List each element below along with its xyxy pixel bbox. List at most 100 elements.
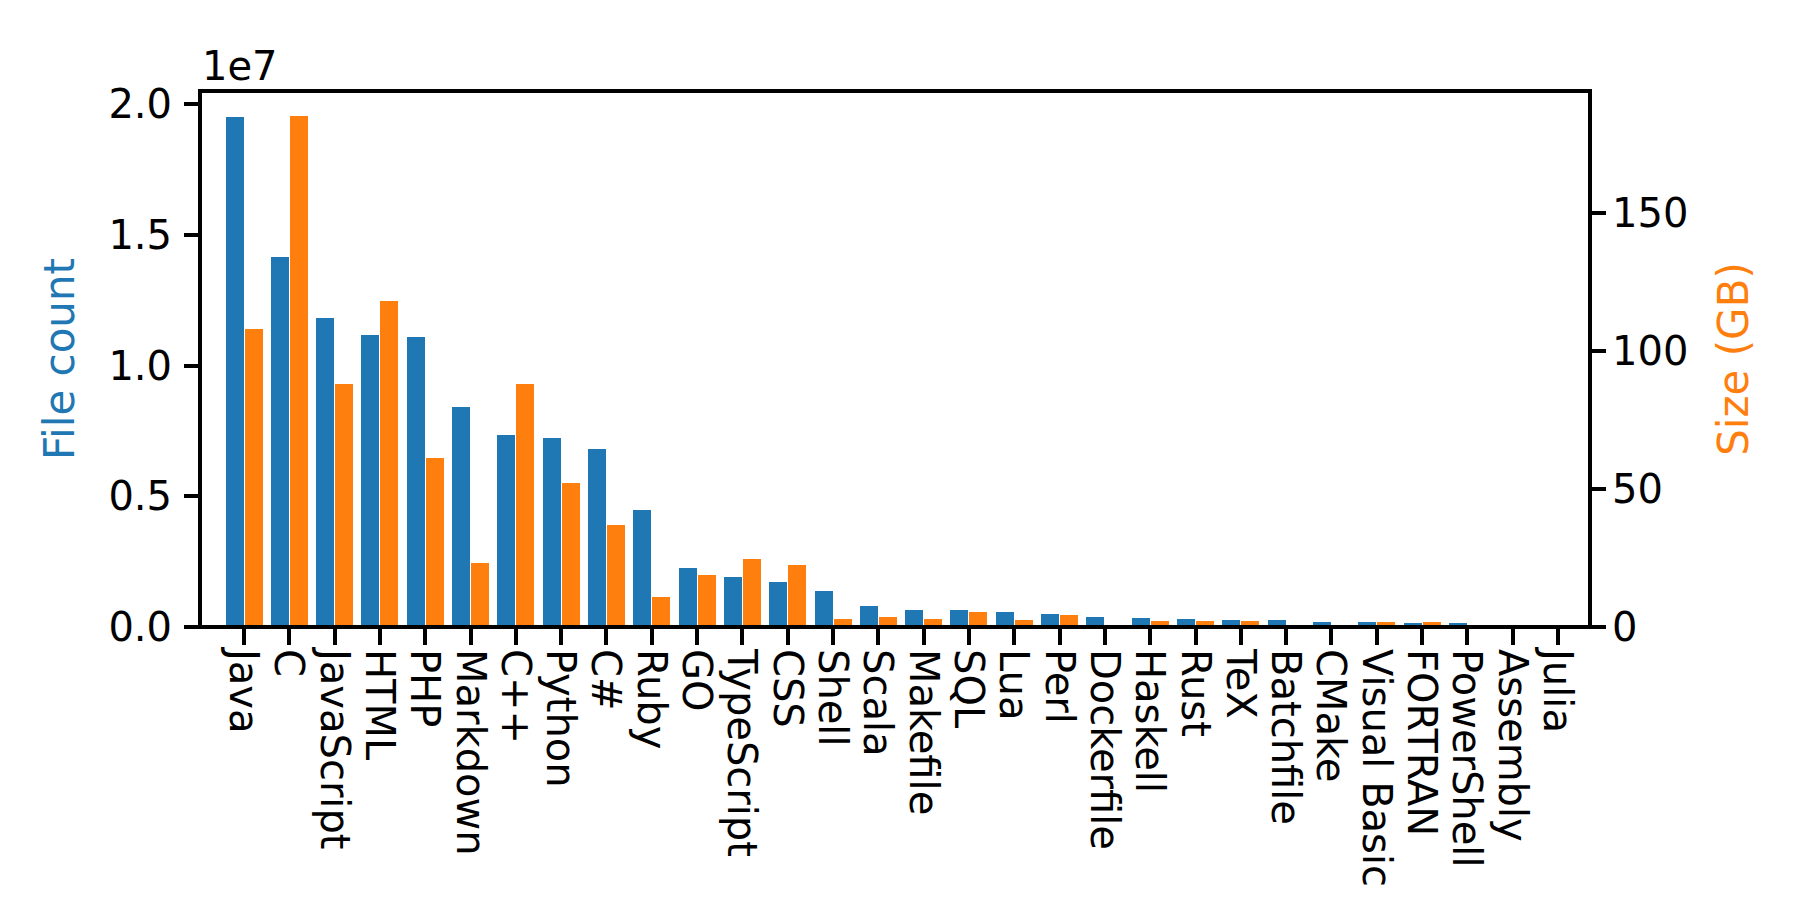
- x-tick: [1556, 629, 1560, 645]
- bar-sql-file-count: [950, 610, 968, 627]
- bar-tex-size-gb: [1241, 621, 1259, 627]
- left-y-tick-label: 0.5: [0, 476, 172, 516]
- bar-javascript-size-gb: [335, 384, 353, 627]
- x-tick: [423, 629, 427, 645]
- bar-ruby-file-count: [633, 510, 651, 627]
- x-tick-label: Batchfile: [1266, 649, 1306, 825]
- x-tick: [1239, 629, 1243, 645]
- left-axis-title: File count: [39, 258, 81, 460]
- bar-makefile-file-count: [905, 610, 923, 627]
- x-tick: [242, 629, 246, 645]
- bar-haskell-file-count: [1132, 618, 1150, 627]
- x-tick: [1103, 629, 1107, 645]
- x-tick: [695, 629, 699, 645]
- x-tick-label: Lua: [994, 649, 1034, 720]
- x-tick: [831, 629, 835, 645]
- bar-cmake-file-count: [1313, 622, 1331, 627]
- x-tick: [1420, 629, 1424, 645]
- x-tick: [1284, 629, 1288, 645]
- x-tick-label: PowerShell: [1447, 649, 1487, 868]
- bar-shell-file-count: [815, 591, 833, 627]
- right-y-tick-label: 150: [1612, 193, 1772, 233]
- bar-makefile-size-gb: [924, 619, 942, 627]
- bar-php-file-count: [407, 337, 425, 627]
- x-tick-label: Makefile: [904, 649, 944, 815]
- x-tick: [876, 629, 880, 645]
- bar-markdown-file-count: [452, 407, 470, 627]
- left-y-tick: [184, 494, 200, 498]
- bar-php-size-gb: [426, 458, 444, 627]
- left-y-tick: [184, 364, 200, 368]
- x-tick-label: HTML: [360, 649, 400, 760]
- bar-powershell-size-gb: [1468, 625, 1486, 627]
- x-tick-label: Julia: [1538, 649, 1578, 733]
- bar-julia-size-gb: [1558, 626, 1576, 627]
- bar-shell-size-gb: [834, 619, 852, 627]
- bar-batchfile-size-gb: [1287, 626, 1305, 627]
- x-tick: [469, 629, 473, 645]
- left-y-tick: [184, 625, 200, 629]
- x-tick: [1329, 629, 1333, 645]
- x-tick-label: Shell: [813, 649, 853, 747]
- bar-lua-file-count: [996, 612, 1014, 627]
- left-y-tick-label: 0.0: [0, 607, 172, 647]
- x-tick-label: FORTRAN: [1402, 649, 1442, 836]
- left-y-tick-label: 2.0: [0, 84, 172, 124]
- x-tick-label: Ruby: [632, 649, 672, 749]
- x-tick-label: Perl: [1040, 649, 1080, 724]
- bar-haskell-size-gb: [1151, 621, 1169, 627]
- x-tick-label: GO: [677, 649, 717, 711]
- x-tick-label: Rust: [1176, 649, 1216, 737]
- bar-css-file-count: [769, 582, 787, 627]
- y-axis-offset-text: 1e7: [202, 44, 278, 88]
- x-tick-label: C++: [496, 649, 536, 744]
- bar-rust-size-gb: [1196, 621, 1214, 627]
- x-tick-label: Assembly: [1493, 649, 1533, 842]
- x-tick: [1058, 629, 1062, 645]
- x-tick-label: Scala: [858, 649, 898, 757]
- x-tick-label: CSS: [768, 649, 808, 728]
- x-tick: [1465, 629, 1469, 645]
- bar-go-size-gb: [698, 575, 716, 627]
- bar-fortran-file-count: [1404, 623, 1422, 627]
- x-tick-label: TypeScript: [722, 649, 762, 857]
- bar-python-size-gb: [562, 483, 580, 627]
- bar-css-size-gb: [788, 565, 806, 627]
- x-tick: [1375, 629, 1379, 645]
- bar-julia-file-count: [1539, 626, 1557, 627]
- left-y-tick: [184, 102, 200, 106]
- x-tick-label: Markdown: [451, 649, 491, 856]
- x-tick: [1012, 629, 1016, 645]
- x-tick: [1511, 629, 1515, 645]
- bar-sql-size-gb: [969, 612, 987, 627]
- bar-ruby-size-gb: [652, 597, 670, 627]
- bar-java-file-count: [226, 117, 244, 627]
- bar-scala-size-gb: [879, 617, 897, 627]
- bar-c--file-count: [588, 449, 606, 627]
- bar-fortran-size-gb: [1423, 622, 1441, 627]
- x-tick: [786, 629, 790, 645]
- bar-assembly-size-gb: [1513, 625, 1531, 627]
- bar-c-size-gb: [290, 116, 308, 627]
- x-tick-label: Dockerfile: [1085, 649, 1125, 850]
- x-tick-label: CMake: [1311, 649, 1351, 782]
- x-tick-label: Python: [541, 649, 581, 788]
- bar-python-file-count: [543, 438, 561, 627]
- bar-html-file-count: [361, 335, 379, 627]
- bar-c--size-gb: [516, 384, 534, 627]
- x-tick: [378, 629, 382, 645]
- bar-html-size-gb: [380, 301, 398, 627]
- x-tick-label: Haskell: [1130, 649, 1170, 793]
- right-y-tick: [1590, 487, 1606, 491]
- bar-chart-figure: 0.00.51.01.52.0050100150JavaCJavaScriptH…: [0, 0, 1800, 900]
- right-y-tick: [1590, 211, 1606, 215]
- x-tick: [514, 629, 518, 645]
- bar-lua-size-gb: [1015, 620, 1033, 627]
- right-y-tick: [1590, 625, 1606, 629]
- x-tick-label: SQL: [949, 649, 989, 728]
- x-tick: [333, 629, 337, 645]
- x-tick: [922, 629, 926, 645]
- right-y-tick: [1590, 349, 1606, 353]
- bar-c-file-count: [271, 257, 289, 627]
- bar-go-file-count: [679, 568, 697, 627]
